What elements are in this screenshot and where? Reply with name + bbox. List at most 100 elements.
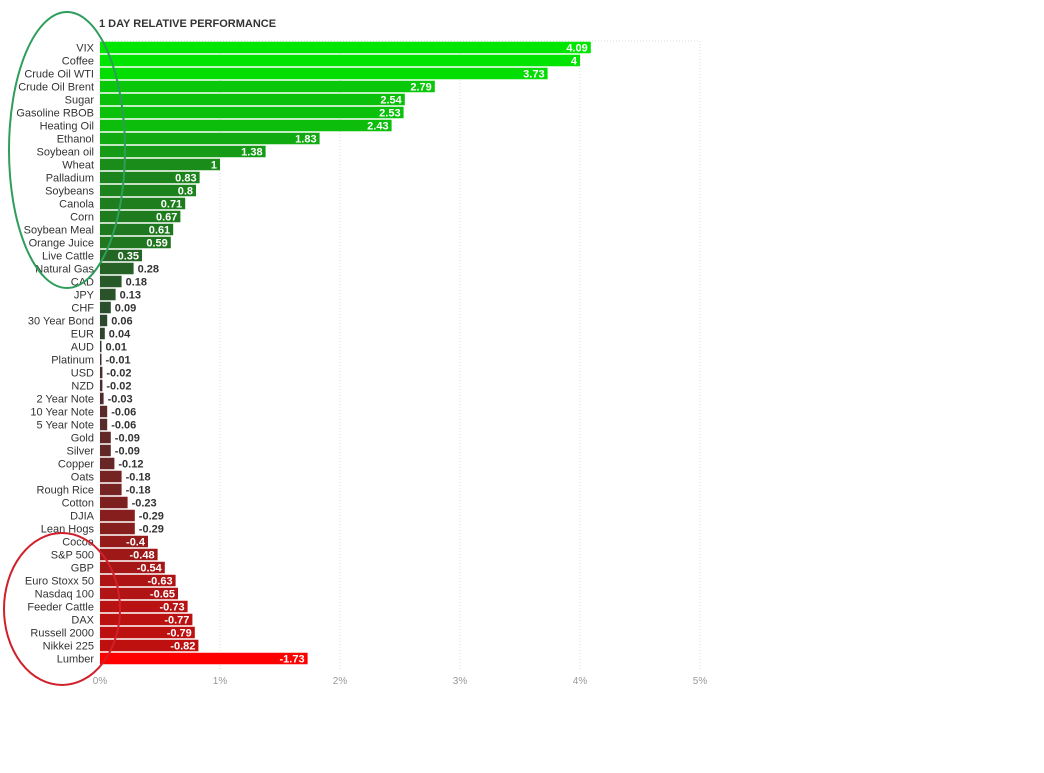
bar <box>100 80 435 93</box>
bar <box>100 639 199 652</box>
value-label: -0.48 <box>130 550 155 562</box>
category-label: S&P 500 <box>51 550 94 562</box>
value-label: 0.8 <box>178 186 193 198</box>
category-label: Gold <box>71 433 94 445</box>
bar <box>100 145 266 158</box>
bar <box>100 67 548 80</box>
value-label: 1.38 <box>241 147 262 159</box>
value-label: 2.43 <box>367 121 388 133</box>
value-label: 0.35 <box>118 251 139 263</box>
category-label: USD <box>71 368 94 380</box>
value-label: -0.01 <box>106 355 131 367</box>
bar <box>100 353 102 366</box>
category-label: Natural Gas <box>35 264 94 276</box>
category-label: VIX <box>76 43 94 55</box>
category-label: Corn <box>70 212 94 224</box>
category-label: Crude Oil Brent <box>18 82 94 94</box>
bar <box>100 587 178 600</box>
value-label: 0.18 <box>126 277 147 289</box>
category-label: 10 Year Note <box>30 407 94 419</box>
category-label: 5 Year Note <box>37 420 95 432</box>
bar <box>100 210 181 223</box>
value-label: 0.61 <box>149 225 170 237</box>
annotation-ellipse <box>3 532 121 686</box>
value-label: -0.03 <box>108 394 133 406</box>
bar <box>100 470 122 483</box>
value-label: -0.54 <box>137 563 163 575</box>
value-label: -0.29 <box>139 524 164 536</box>
value-label: 2.79 <box>410 82 431 94</box>
value-labels: 4.0943.732.792.542.532.431.831.3810.830.… <box>106 43 588 666</box>
category-label: Copper <box>58 459 94 471</box>
bar <box>100 444 111 457</box>
chart-title: 1 DAY RELATIVE PERFORMANCE <box>99 18 276 30</box>
value-label: 4.09 <box>566 43 587 55</box>
category-label: Live Cattle <box>42 251 94 263</box>
value-label: -0.02 <box>106 381 131 393</box>
category-label: Euro Stoxx 50 <box>25 576 94 588</box>
category-label: DJIA <box>70 511 95 523</box>
value-label: 0.67 <box>156 212 177 224</box>
value-label: -0.23 <box>132 498 157 510</box>
bar <box>100 574 176 587</box>
bar <box>100 379 103 392</box>
value-label: -0.12 <box>118 459 143 471</box>
bar <box>100 327 105 340</box>
category-label: Crude Oil WTI <box>24 69 94 81</box>
bar <box>100 535 148 548</box>
bar <box>100 496 128 509</box>
bar <box>100 249 142 262</box>
category-label: EUR <box>71 329 94 341</box>
category-label: Soybeans <box>45 186 94 198</box>
bar <box>100 483 122 496</box>
value-label: 0.71 <box>161 199 182 211</box>
bar <box>100 262 134 275</box>
bar <box>100 548 158 561</box>
category-label: 2 Year Note <box>37 394 95 406</box>
category-label: CHF <box>71 303 94 315</box>
category-label: Russell 2000 <box>30 628 94 640</box>
bar <box>100 418 108 431</box>
value-label: -0.79 <box>167 628 192 640</box>
bar <box>100 132 320 145</box>
annotations <box>3 11 126 686</box>
bar <box>100 119 392 132</box>
value-label: 0.28 <box>138 264 159 276</box>
category-label: Ethanol <box>57 134 94 146</box>
category-label: Palladium <box>46 173 94 185</box>
bar <box>100 171 200 184</box>
value-label: 1 <box>211 160 217 172</box>
bar <box>100 457 115 470</box>
category-label: Heating Oil <box>40 121 94 133</box>
category-label: Orange Juice <box>29 238 94 250</box>
x-tick-label: 5% <box>693 676 708 687</box>
bar <box>100 41 591 54</box>
category-label: Platinum <box>51 355 94 367</box>
value-label: -0.63 <box>148 576 173 588</box>
category-label: Lean Hogs <box>41 524 95 536</box>
value-label: -0.06 <box>111 420 136 432</box>
value-label: -0.02 <box>106 368 131 380</box>
category-label: Feeder Cattle <box>27 602 94 614</box>
bar <box>100 600 188 613</box>
bar <box>100 184 196 197</box>
x-tick-label: 2% <box>333 676 348 687</box>
value-label: -0.29 <box>139 511 164 523</box>
value-label: 0.01 <box>106 342 127 354</box>
category-label: 30 Year Bond <box>28 316 94 328</box>
value-label: 1.83 <box>295 134 316 146</box>
category-label: Gasoline RBOB <box>16 108 94 120</box>
bar <box>100 197 186 210</box>
bar <box>100 366 103 379</box>
bar <box>100 431 111 444</box>
value-label: 0.13 <box>120 290 141 302</box>
value-label: -0.06 <box>111 407 136 419</box>
value-label: -0.4 <box>126 537 146 549</box>
category-label: Rough Rice <box>37 485 94 497</box>
bar <box>100 158 220 171</box>
value-label: -0.18 <box>126 485 151 497</box>
bar <box>100 236 171 249</box>
value-label: 0.04 <box>109 329 131 341</box>
